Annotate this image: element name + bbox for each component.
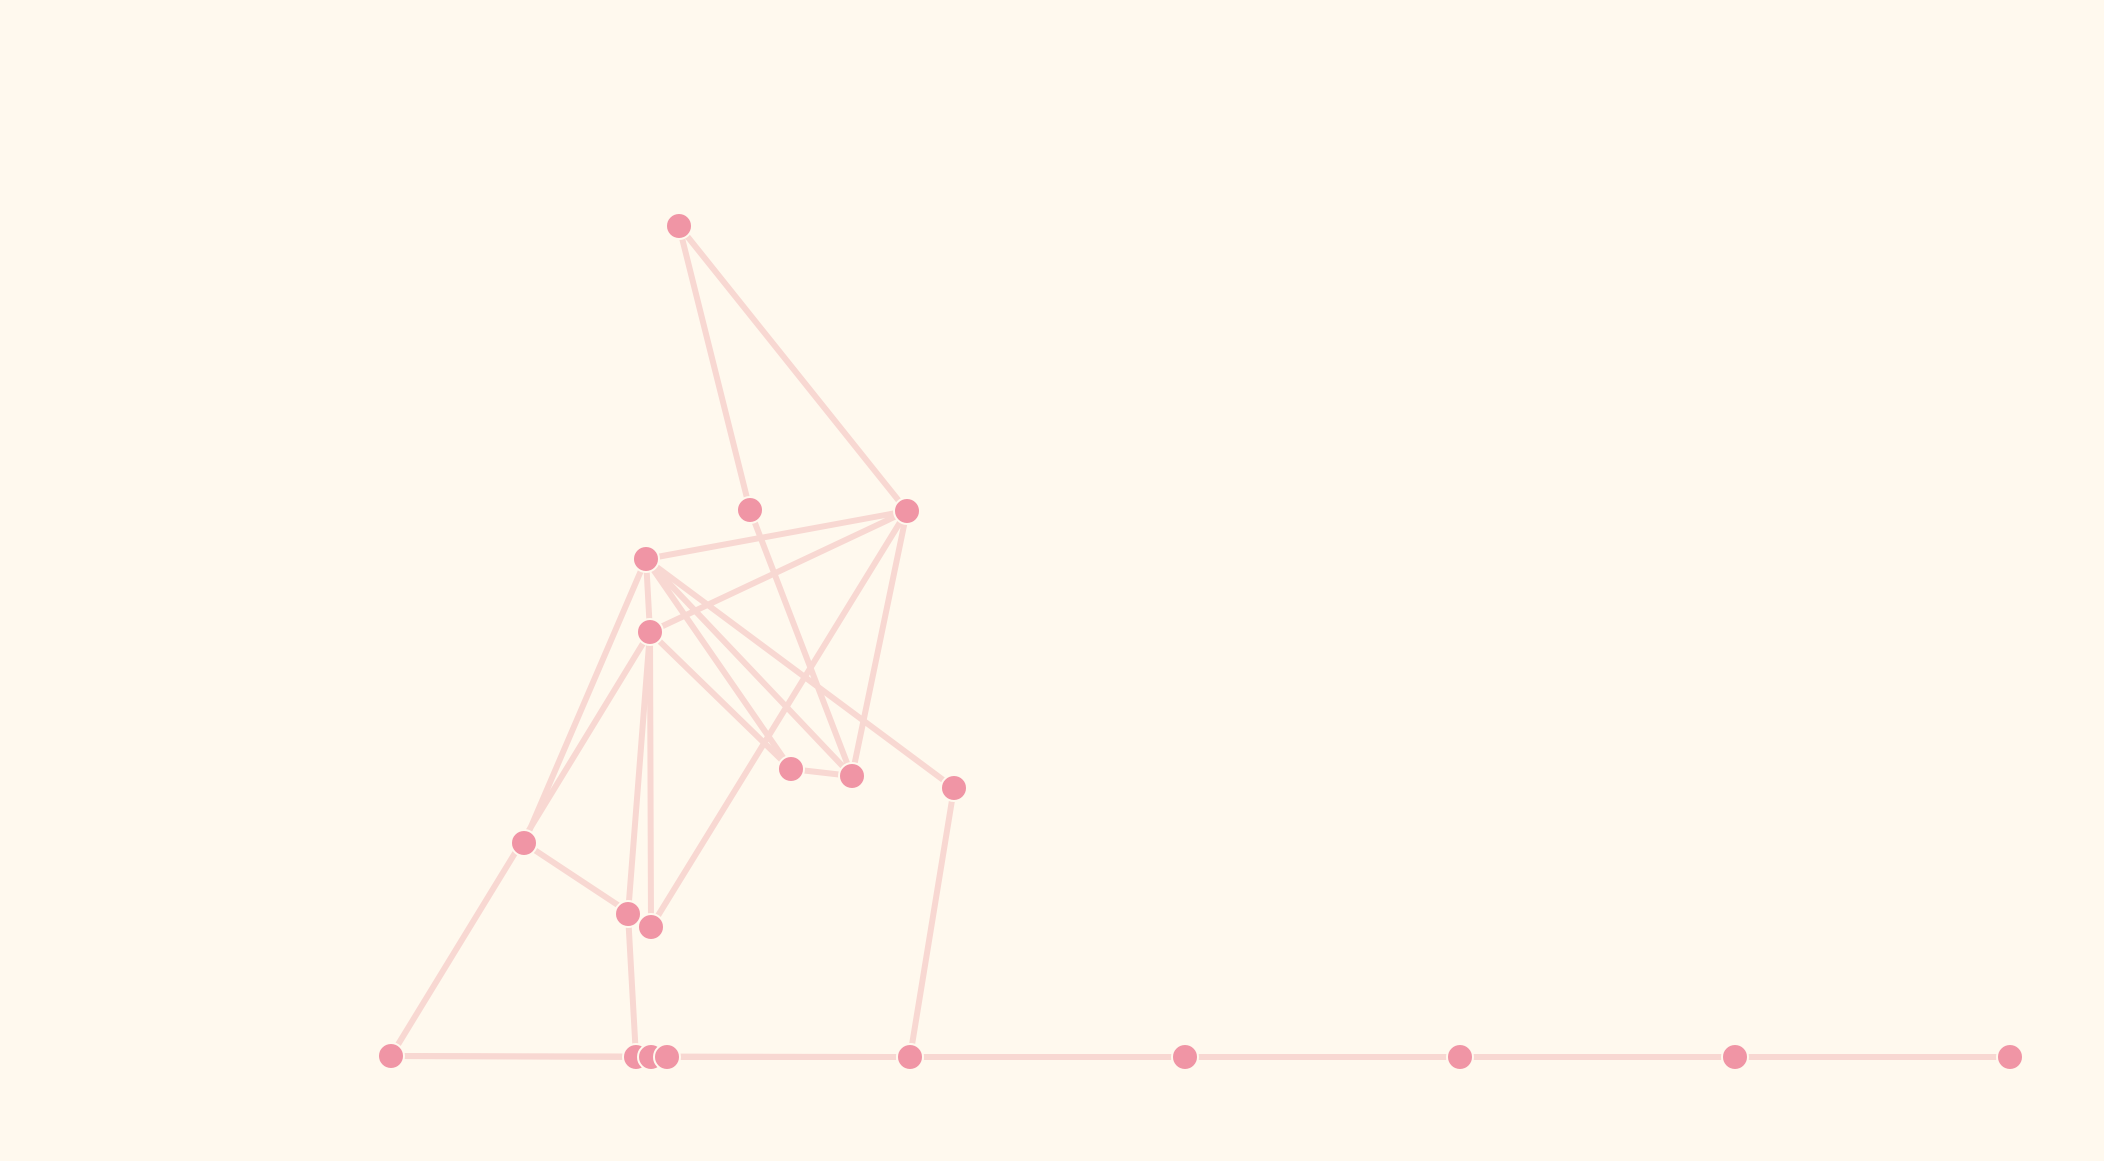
graph-node [1446,1043,1474,1071]
graph-node [665,212,693,240]
graph-edge [643,556,957,791]
graph-edge [849,508,910,779]
graph-nodes [377,212,2024,1071]
graph-node [736,496,764,524]
graph-node [510,829,538,857]
graph-edge [647,629,654,930]
graph-node [777,755,805,783]
graph-node [653,1043,681,1071]
graph-node [636,618,664,646]
graph-edge [676,223,910,514]
graph-node [1996,1043,2024,1071]
graph-edge [643,556,794,772]
graph-edge [647,629,794,772]
graph-edge [643,508,910,562]
graph-node [632,545,660,573]
graph-node [838,762,866,790]
graph-edge [747,507,855,779]
graph-edges [388,223,2013,1060]
graph-node [893,497,921,525]
graph-node [377,1042,405,1070]
graph-node [1171,1043,1199,1071]
graph-edge [676,223,753,513]
graph-edge [625,629,653,917]
graph-edge [648,508,910,930]
graph-node [940,774,968,802]
graph-node [637,913,665,941]
graph-node [614,900,642,928]
graph-edge [907,785,957,1060]
graph-edge [643,556,855,779]
graph-edge [521,556,649,846]
graph-edge [625,911,639,1060]
graph-node [1721,1043,1749,1071]
graph-node [896,1043,924,1071]
